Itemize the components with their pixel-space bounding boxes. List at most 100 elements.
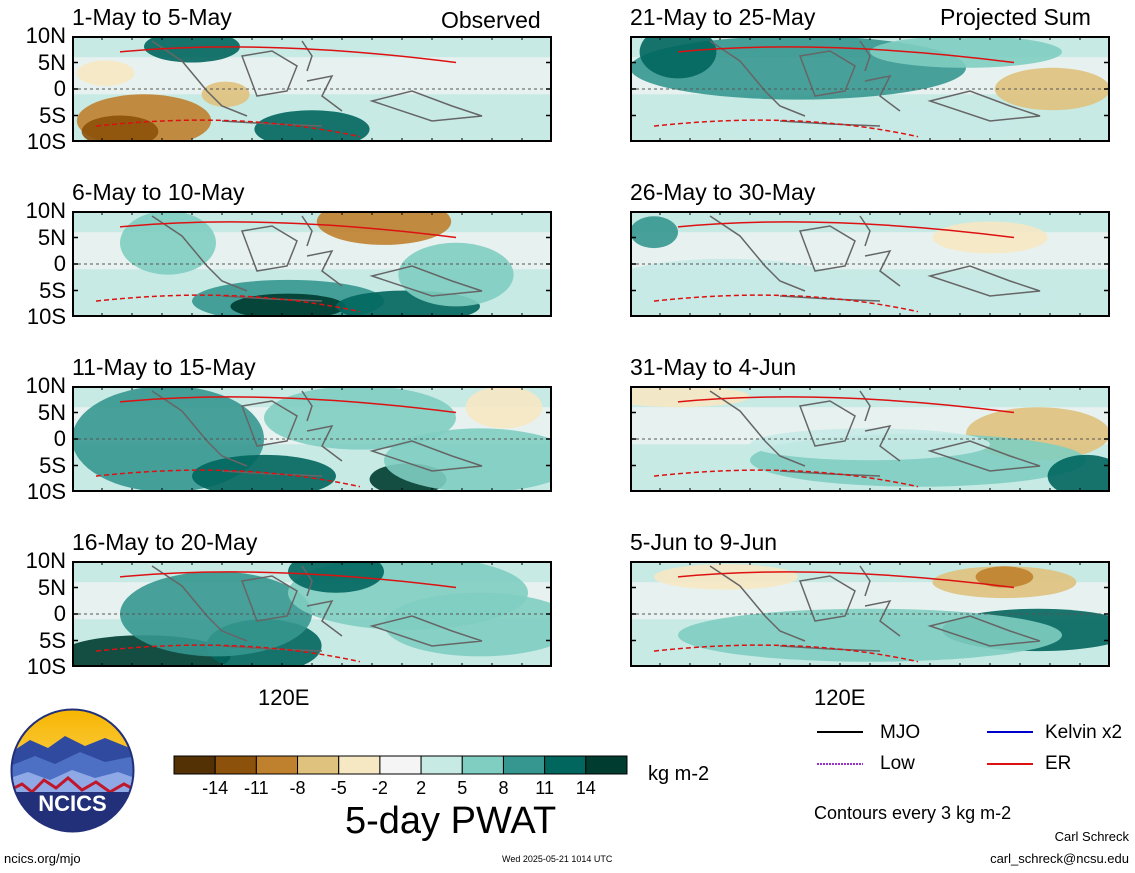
legend: MJO Low Kelvin x2 ER: [815, 720, 1135, 780]
map-panel: [630, 36, 1110, 142]
panel-title: 16-May to 20-May: [72, 529, 258, 555]
er-contour-negative: [95, 294, 361, 313]
colorbar-swatch: [420, 755, 463, 775]
lat-tick-label: 5N: [37, 574, 66, 600]
colorbar-units: kg m-2: [648, 763, 710, 785]
footer-author: Carl Schreck: [1054, 829, 1129, 844]
colorbar-tick-label: -2: [371, 778, 388, 798]
panel-title: 1-May to 5-May: [72, 4, 232, 30]
lat-tick-label: 5N: [37, 49, 66, 75]
footer-timestamp: Wed 2025-05-21 1014 UTC: [502, 854, 613, 864]
colorbar-swatch: [297, 755, 340, 775]
map-panel: [72, 211, 552, 317]
ncics-logo: NCICS: [10, 708, 135, 833]
coastline: [709, 565, 1041, 652]
pwat-anomaly-region: [678, 608, 1062, 662]
pwat-anomaly-region: [120, 211, 216, 275]
pwat-anomaly-region: [630, 386, 750, 408]
colorbar-tick-label: -8: [289, 778, 306, 798]
panel-title: 21-May to 25-May: [630, 4, 816, 30]
map-panel: [630, 561, 1110, 667]
lat-tick-label: 0: [53, 76, 66, 101]
colorbar-tick-label: -5: [330, 778, 347, 798]
map-panel: [72, 386, 552, 492]
colorbar-tick-label: 2: [416, 778, 427, 798]
pwat-anomaly-region: [975, 566, 1034, 588]
colorbar-title: 5-day PWAT: [345, 800, 557, 842]
lat-tick-label: 10N: [25, 548, 66, 573]
pwat-anomaly-region: [774, 274, 1062, 317]
lat-tick-label: 5S: [39, 452, 66, 478]
colorbar-tick-label: -11: [244, 778, 269, 798]
colorbar: [173, 755, 633, 782]
colorbar-swatch: [461, 755, 504, 775]
er-contour-negative: [653, 644, 919, 663]
coastline: [151, 565, 483, 652]
colorbar-tick-label: -14: [202, 778, 229, 798]
coastline: [709, 40, 1041, 127]
pwat-anomaly-region: [201, 81, 250, 108]
colorbar-swatch: [502, 755, 546, 775]
pwat-anomaly-region: [932, 221, 1048, 254]
projected-label: Projected Sum: [940, 4, 1091, 30]
pwat-anomaly-region: [264, 386, 456, 450]
colorbar-swatch: [173, 755, 216, 775]
lat-tick-label: 5N: [37, 399, 66, 425]
er-contour-negative: [653, 119, 919, 138]
lat-tick-label: 5S: [39, 277, 66, 303]
er-contour: [119, 46, 457, 64]
lat-tick-label: 10S: [26, 304, 66, 329]
map-panel: [630, 386, 1110, 492]
pwat-anomaly-region: [384, 592, 552, 657]
lat-tick-label: 5S: [39, 102, 66, 128]
footer-url: ncics.org/mjo: [4, 851, 81, 866]
map-panel: [72, 561, 552, 667]
lat-tick-label: 0: [53, 601, 66, 626]
pwat-anomaly-region: [316, 211, 452, 245]
coastline: [151, 215, 483, 302]
pwat-anomaly-region: [750, 428, 990, 461]
er-contour: [677, 571, 1015, 589]
pwat-anomaly-region: [76, 60, 135, 86]
panel-title: 31-May to 4-Jun: [630, 354, 797, 380]
er-contour-negative: [95, 469, 361, 488]
pwat-anomaly-region: [465, 386, 543, 429]
panel-title: 11-May to 15-May: [72, 354, 256, 380]
pwat-anomaly-region: [384, 428, 552, 492]
legend-kelvin: Kelvin x2: [1045, 722, 1123, 743]
er-contour: [677, 396, 1015, 414]
legend-low: Low: [880, 753, 915, 774]
pwat-anomaly-region: [230, 293, 346, 317]
lon-label-left: 120E: [258, 685, 310, 710]
lat-tick-label: 10S: [26, 654, 66, 679]
colorbar-tick-label: 8: [498, 778, 509, 798]
colorbar-swatch: [338, 755, 381, 775]
colorbar-tick-label: 5: [457, 778, 468, 798]
lat-tick-label: 10N: [25, 373, 66, 398]
lat-tick-label: 10S: [26, 479, 66, 504]
map-panel: [72, 36, 552, 142]
colorbar-swatch: [255, 755, 299, 775]
colorbar-swatch: [214, 755, 257, 775]
er-contour-negative: [95, 119, 361, 138]
coastline: [151, 390, 483, 477]
pwat-anomaly-region: [288, 561, 384, 593]
colorbar-swatch: [585, 755, 628, 775]
panel-title: 26-May to 30-May: [630, 179, 816, 205]
lat-tick-label: 10S: [26, 129, 66, 154]
legend-mjo: MJO: [880, 722, 921, 743]
observed-label: Observed: [441, 7, 541, 33]
lat-tick-label: 5S: [39, 627, 66, 653]
pwat-anomaly-region: [726, 104, 1014, 142]
contours-note: Contours every 3 kg m-2: [814, 803, 1012, 823]
lat-tick-label: 0: [53, 251, 66, 276]
colorbar-swatch: [379, 755, 422, 775]
er-contour: [677, 46, 1015, 64]
coastline: [709, 215, 1041, 302]
pwat-anomaly-region: [870, 36, 1062, 68]
er-contour: [677, 221, 1015, 239]
lon-label-right: 120E: [814, 685, 866, 710]
coastline: [151, 40, 483, 127]
coastline: [709, 390, 1041, 477]
er-contour: [119, 396, 457, 414]
